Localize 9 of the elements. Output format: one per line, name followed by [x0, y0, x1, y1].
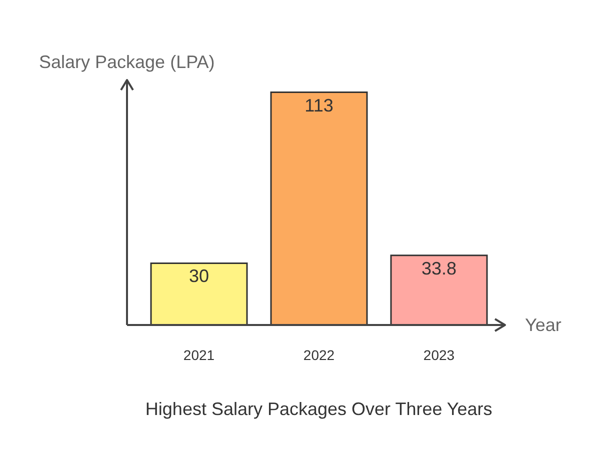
text: Highest Salary Packages Over Three Years: [145, 399, 492, 420]
x-tick-label: 2023: [423, 347, 455, 363]
data-label: 30: [188, 266, 210, 286]
x-tick-label: 2021: [183, 347, 215, 363]
data-label: 113: [304, 95, 334, 116]
y-axis-title: Salary Package (LPA): [39, 52, 215, 72]
data-label: 33.8: [421, 258, 457, 278]
x-axis-title: Year: [525, 315, 562, 335]
x-tick-label: 2022: [303, 347, 335, 363]
